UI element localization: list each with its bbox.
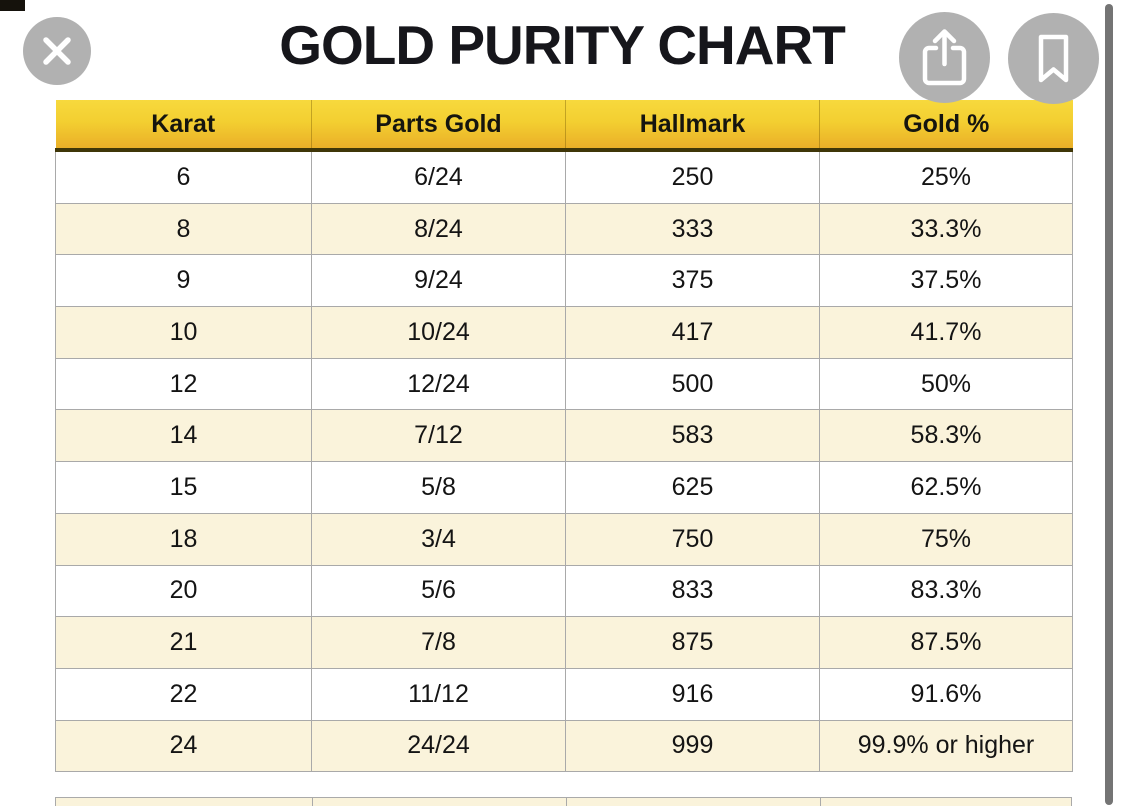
table-cell: 12 [55,357,312,411]
table-cell: 375 [565,254,820,308]
table-row: 24 24/24 999 99.9% or higher [55,719,1073,773]
table-cell: 333 [565,202,820,256]
table-cell: 6/24 [311,149,566,204]
gold-purity-table: Karat Parts Gold Hallmark Gold % 6 6/24 250 25… [55,100,1073,773]
partial-next-row [55,797,1072,806]
table-cell: 625 [565,461,820,514]
table-cell: 21 [55,616,312,669]
table-cell: 7/12 [311,409,566,463]
table-row: 8 8/24 333 33.3% [55,202,1073,256]
table-cell: 25% [819,149,1073,204]
bookmark-button[interactable] [1008,13,1099,104]
table-row: 12 12/24 500 50% [55,357,1073,411]
close-icon [23,17,91,85]
table-cell: 75% [819,512,1073,566]
table-cell: 10 [55,306,312,359]
table-cell: 999 [565,719,820,773]
table-row: 14 7/12 583 58.3% [55,409,1073,463]
table-cell: 9/24 [311,254,566,308]
table-cell: 750 [565,512,820,566]
table-cell: 37.5% [819,254,1073,308]
table-cell: 10/24 [311,306,566,359]
table-cell: 18 [55,512,312,566]
table-row: 9 9/24 375 37.5% [55,254,1073,308]
table-row: 15 5/8 625 62.5% [55,461,1073,514]
table-cell: 87.5% [819,616,1073,669]
table-cell: 91.6% [819,667,1073,721]
table-cell: 83.3% [819,564,1073,618]
table-row: 18 3/4 750 75% [55,512,1073,566]
table-cell: 583 [565,409,820,463]
table-cell: 24/24 [311,719,566,773]
column-header: Gold % [819,100,1073,152]
bookmark-icon [1008,13,1099,104]
share-button[interactable] [899,12,990,103]
table-cell: 11/12 [311,667,566,721]
table-cell: 5/6 [311,564,566,618]
table-cell: 500 [565,357,820,411]
table-cell: 8 [55,202,312,256]
scrollbar-thumb[interactable] [1105,4,1113,805]
table-cell: 58.3% [819,409,1073,463]
table-cell: 3/4 [311,512,566,566]
table-row: 20 5/6 833 83.3% [55,564,1073,618]
table-cell: 12/24 [311,357,566,411]
table-row: 10 10/24 417 41.7% [55,306,1073,359]
column-header: Parts Gold [311,100,566,152]
table-cell: 875 [565,616,820,669]
table-cell: 22 [55,667,312,721]
page-title: GOLD PURITY CHART [279,14,846,76]
table-cell: 250 [565,149,820,204]
column-divider [312,798,313,806]
table-header-row: Karat Parts Gold Hallmark Gold % [55,100,1073,152]
table-cell: 916 [565,667,820,721]
table-cell: 7/8 [311,616,566,669]
table-cell: 417 [565,306,820,359]
table-cell: 41.7% [819,306,1073,359]
table-cell: 14 [55,409,312,463]
table-cell: 8/24 [311,202,566,256]
table-cell: 62.5% [819,461,1073,514]
table-cell: 5/8 [311,461,566,514]
table-cell: 50% [819,357,1073,411]
table-cell: 33.3% [819,202,1073,256]
column-header: Hallmark [565,100,820,152]
table-row: 6 6/24 250 25% [55,149,1073,204]
table-cell: 99.9% or higher [819,719,1073,773]
table-row: 22 11/12 916 91.6% [55,667,1073,721]
corner-artifact [0,0,25,11]
column-divider [820,798,821,806]
column-header: Karat [55,100,312,152]
table-cell: 6 [55,149,312,204]
table-cell: 15 [55,461,312,514]
table-cell: 833 [565,564,820,618]
table-row: 21 7/8 875 87.5% [55,616,1073,669]
close-button[interactable] [23,17,91,85]
table-cell: 24 [55,719,312,773]
share-icon [899,12,990,103]
table-cell: 20 [55,564,312,618]
column-divider [566,798,567,806]
table-cell: 9 [55,254,312,308]
